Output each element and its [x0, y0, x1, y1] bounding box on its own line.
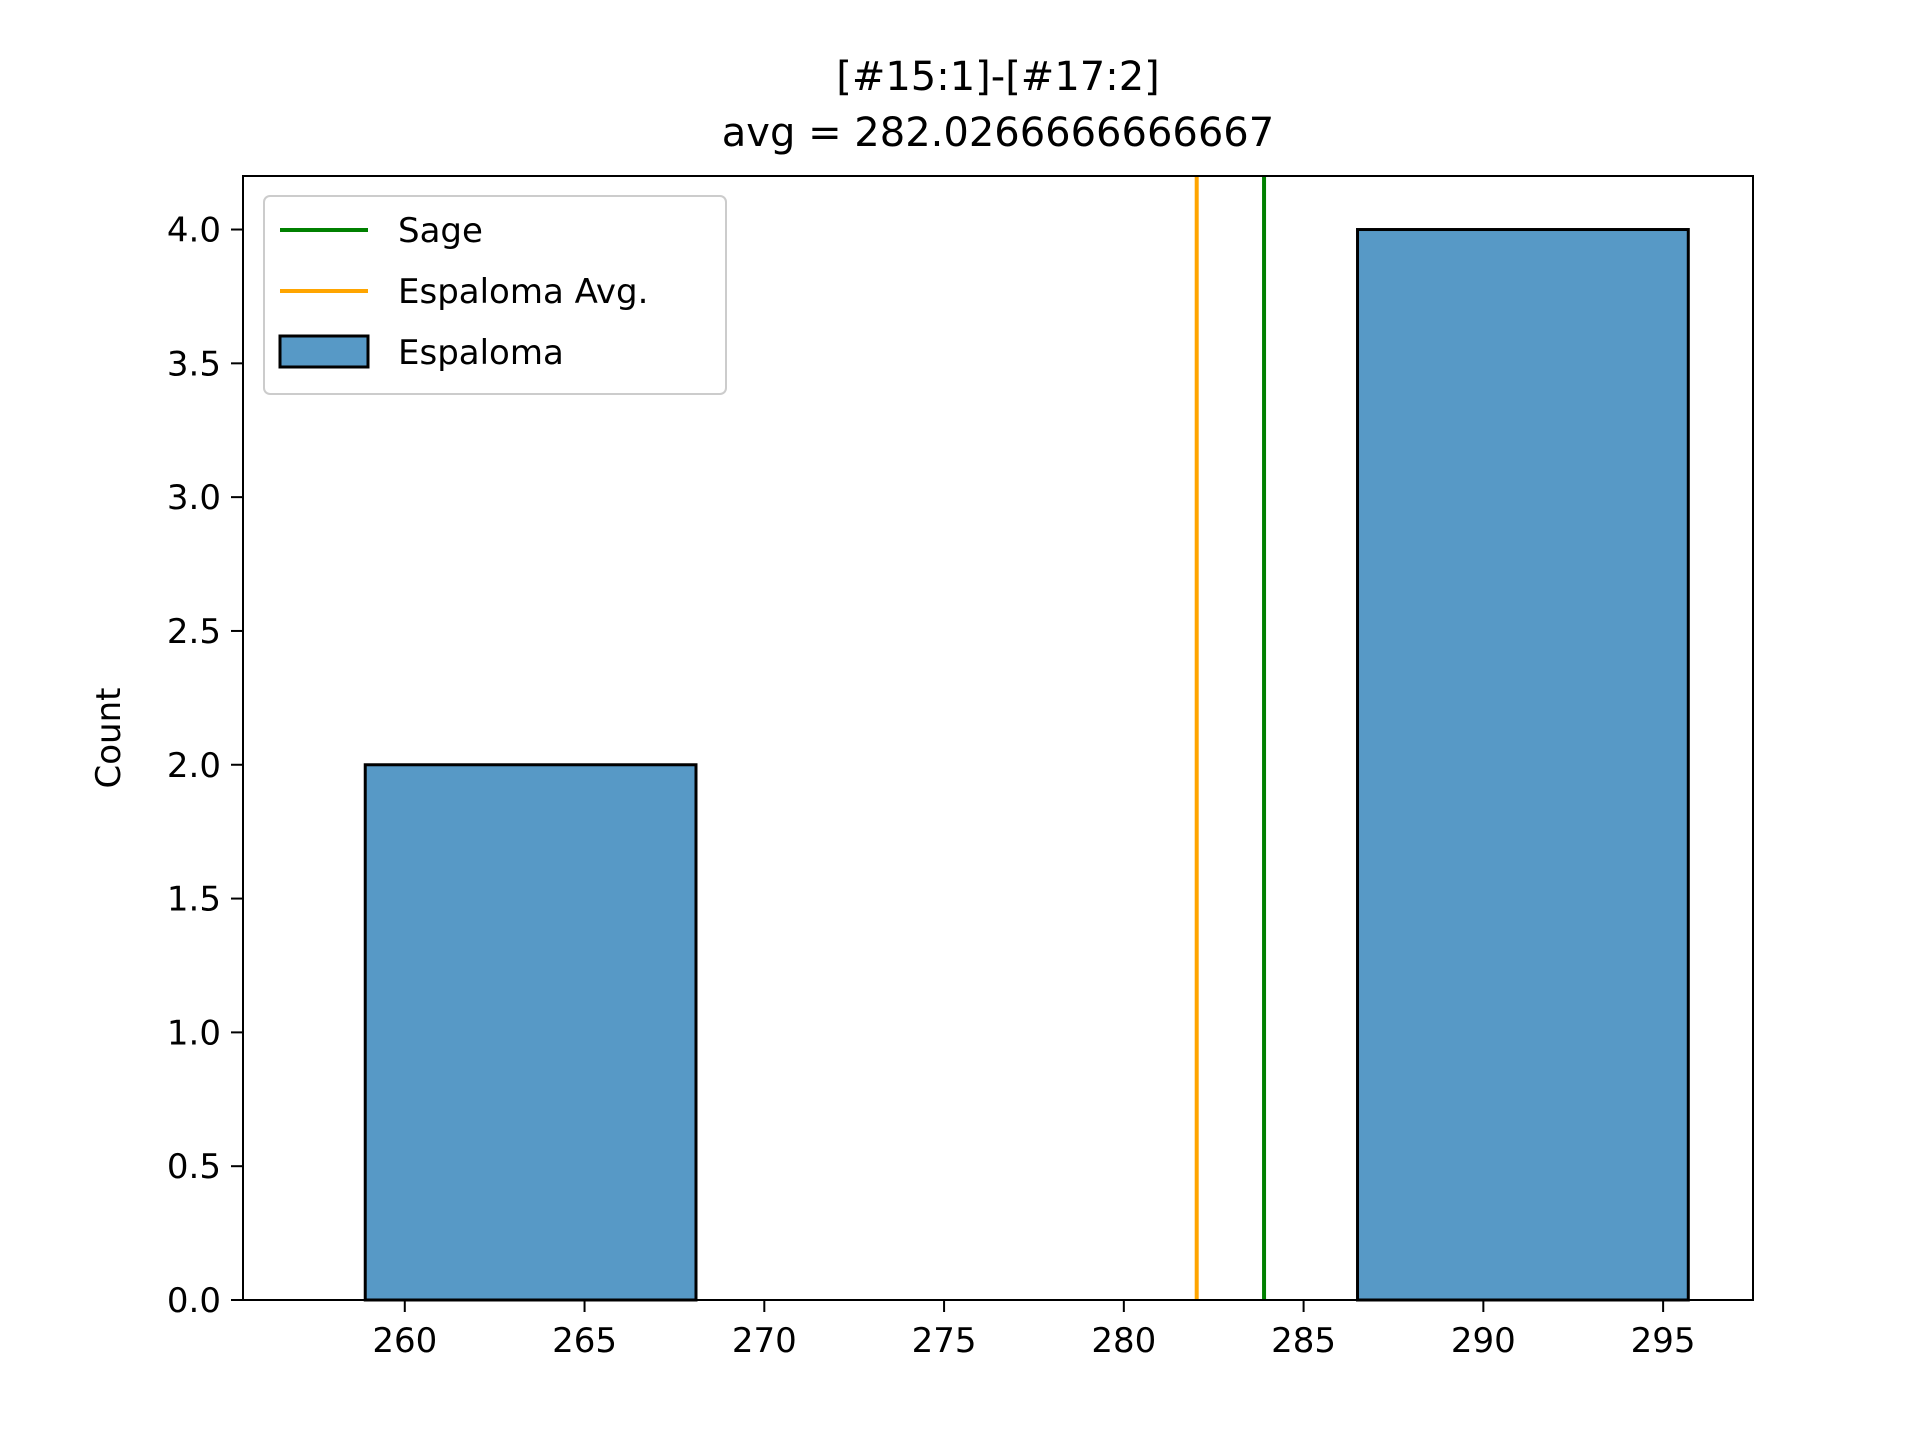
x-tick-label: 270: [732, 1321, 797, 1361]
x-tick-label: 265: [552, 1321, 617, 1361]
legend-swatch-patch: [278, 334, 370, 369]
x-tick-label: 260: [372, 1321, 437, 1361]
x-tick-label: 280: [1091, 1321, 1156, 1361]
legend-frame: [263, 195, 727, 395]
x-axis: 260 265 270 275 280 285 290 295: [372, 1300, 1696, 1361]
x-tick-label: 285: [1271, 1321, 1336, 1361]
legend-label: Sage: [398, 211, 483, 251]
legend-label: Espaloma Avg.: [398, 272, 648, 312]
y-tick-label: 0.5: [167, 1147, 221, 1187]
y-tick-label: 0.0: [167, 1281, 221, 1321]
legend-label: Espaloma: [398, 333, 564, 373]
x-tick-label: 290: [1451, 1321, 1516, 1361]
histogram-bars: [363, 228, 1690, 1302]
y-axis: 0.0 0.5 1.0 1.5 2.0 2.5 3.0 3.5 4.0: [167, 211, 243, 1321]
y-tick-label: 1.5: [167, 880, 221, 920]
y-tick-label: 4.0: [167, 211, 221, 251]
x-tick-label: 295: [1631, 1321, 1696, 1361]
chart-title: [#15:1]-[#17:2]: [836, 54, 1160, 100]
x-tick-label: 275: [912, 1321, 977, 1361]
histogram-bar-3: [1356, 228, 1690, 1302]
y-tick-label: 2.5: [167, 612, 221, 652]
legend: Sage Espaloma Avg. Espaloma: [263, 195, 727, 395]
y-tick-label: 2.0: [167, 746, 221, 786]
y-tick-label: 3.0: [167, 478, 221, 518]
histogram-bar-0: [363, 763, 698, 1302]
y-tick-label: 3.5: [167, 344, 221, 384]
y-tick-label: 1.0: [167, 1013, 221, 1053]
plot-frame: [242, 175, 1754, 1301]
y-axis-label: Count: [89, 688, 129, 789]
reference-lines: [1194, 176, 1267, 1300]
chart-subtitle: avg = 282.0266666666667: [722, 110, 1274, 156]
